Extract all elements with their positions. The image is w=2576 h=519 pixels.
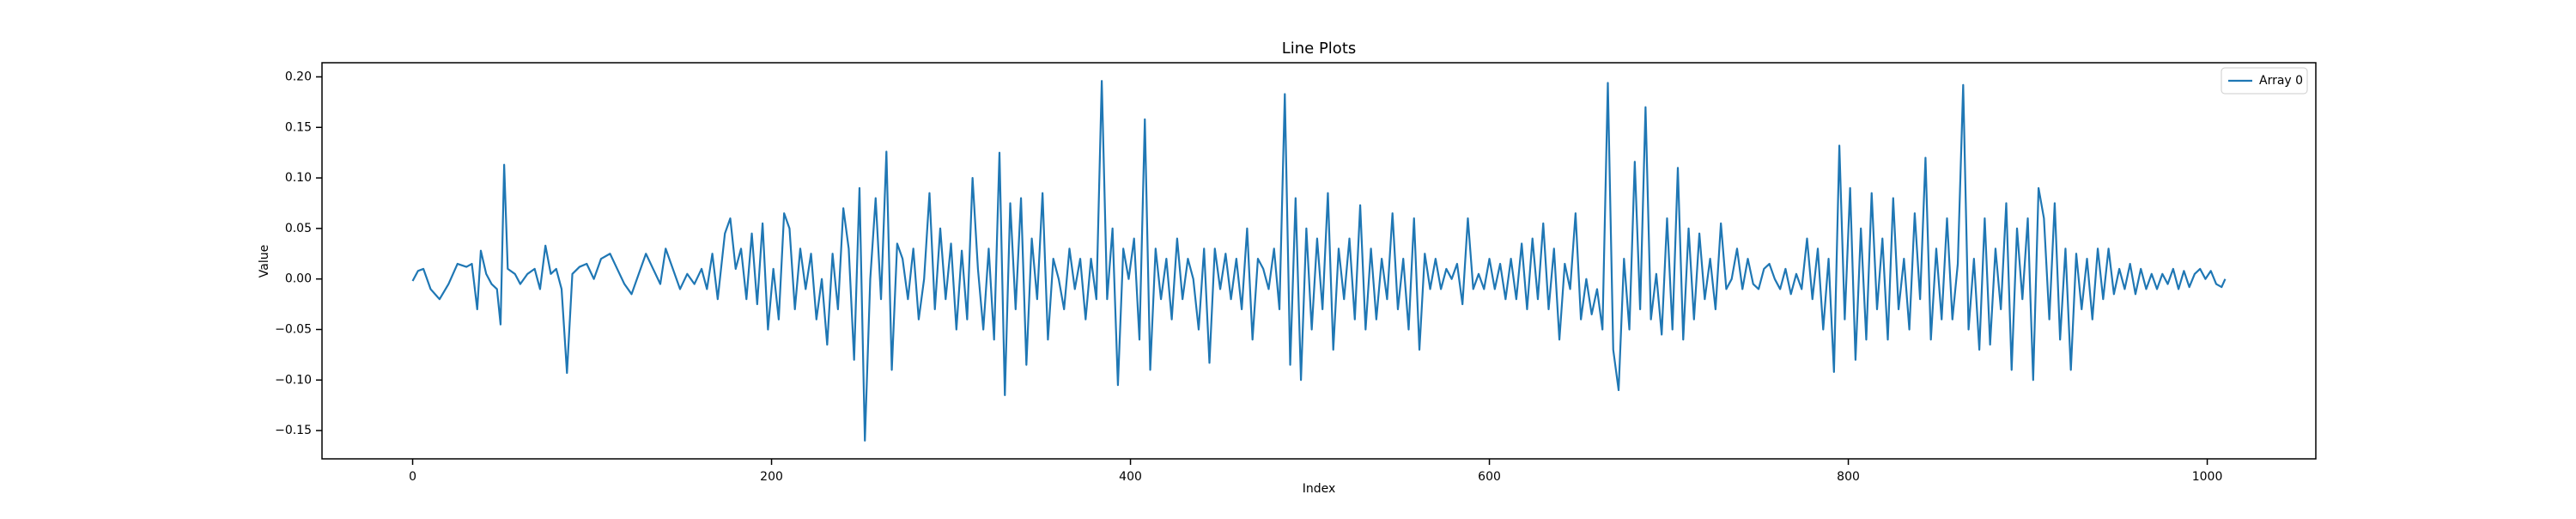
x-tick-label: 200: [760, 470, 783, 484]
y-tick-label: 0.05: [285, 222, 312, 235]
chart-title: Line Plots: [1282, 40, 1357, 58]
y-tick-label: 0.20: [285, 70, 312, 83]
y-tick-label: 0.00: [285, 272, 312, 286]
y-tick-label: 0.10: [285, 171, 312, 185]
legend-box: [2221, 67, 2308, 95]
legend-label: Array 0: [2259, 74, 2303, 88]
y-tick-label: −0.15: [275, 424, 312, 437]
x-tick-label: 600: [1478, 470, 1501, 484]
y-axis-label: Value: [258, 245, 271, 278]
x-tick-label: 800: [1837, 470, 1860, 484]
y-tick-label: −0.05: [275, 322, 312, 336]
x-tick-label: 1000: [2192, 470, 2223, 484]
y-tick-label: 0.15: [285, 120, 312, 134]
y-tick-label: −0.10: [275, 373, 312, 387]
x-axis-label: Index: [1303, 482, 1336, 496]
x-tick-label: 0: [409, 470, 416, 484]
data-line: [411, 80, 2227, 442]
x-tick-label: 400: [1119, 470, 1142, 484]
plot-frame: [321, 62, 2317, 460]
